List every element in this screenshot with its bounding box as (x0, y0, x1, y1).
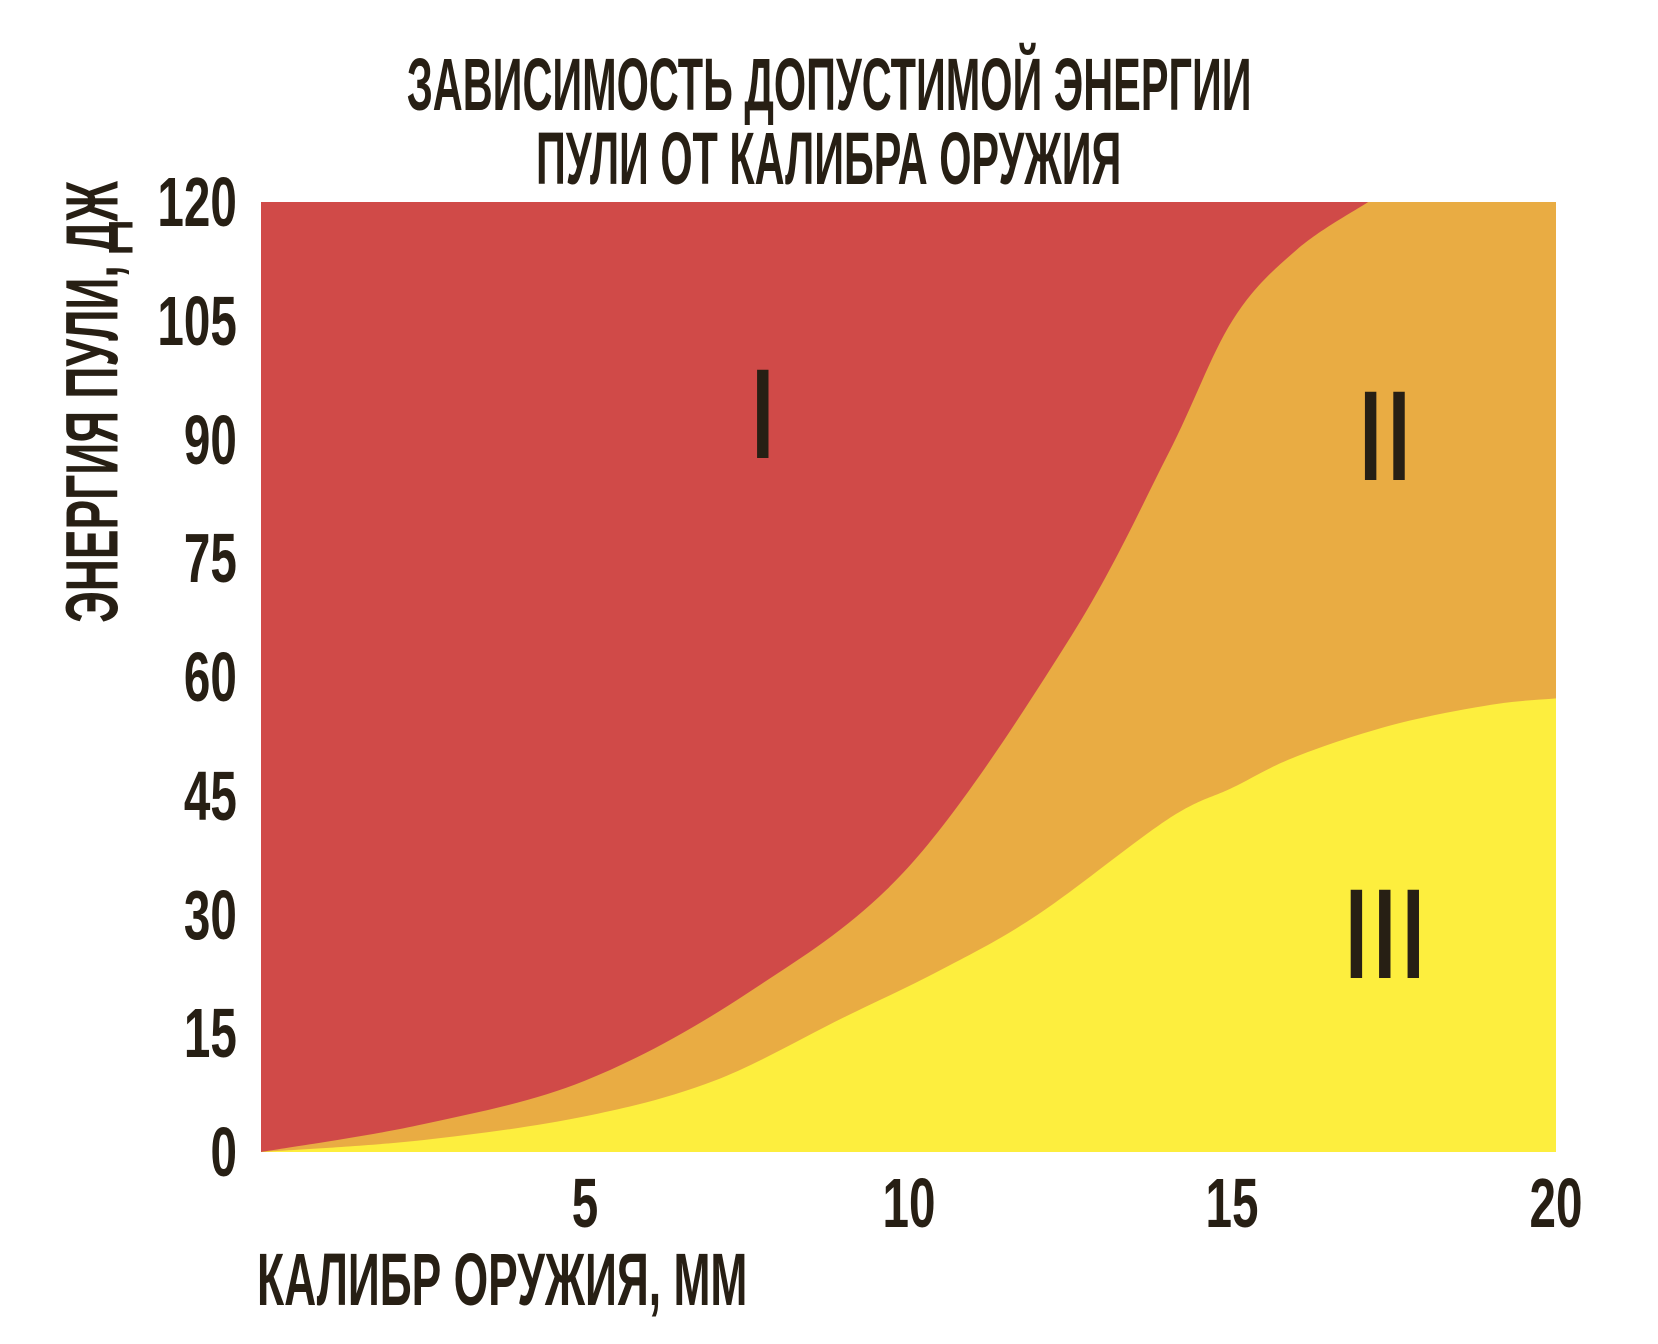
y-tick-label: 90 (184, 400, 237, 479)
region-III-area (261, 698, 1556, 1152)
y-tick-label: 15 (184, 994, 237, 1073)
chart-title-line1: ЗАВИСИМОСТЬ ДОПУСТИМОЙ ЭНЕРГИИ (406, 43, 1252, 126)
y-axis-title: ЭНЕРГИЯ ПУЛИ, ДЖ (50, 181, 134, 623)
plot-area (261, 202, 1556, 1152)
chart-title-line2: ПУЛИ ОТ КАЛИБРА ОРУЖИЯ (536, 117, 1122, 200)
y-tick-label: 0 (210, 1113, 237, 1191)
region-label-III: III (1345, 863, 1431, 1007)
y-tick-label: 30 (184, 875, 237, 954)
chart-title-row2: ПУЛИ ОТ КАЛИБРА ОРУЖИЯ (0, 122, 1658, 196)
x-tick-label: 5 (571, 1164, 598, 1242)
y-tick-label: 75 (184, 519, 237, 598)
y-tick-label: 45 (184, 756, 237, 835)
region-label-II: II (1359, 365, 1417, 509)
chart-title: ЗАВИСИМОСТЬ ДОПУСТИМОЙ ЭНЕРГИИ ПУЛИ ОТ К… (0, 48, 1658, 196)
x-tick-label: 20 (1529, 1164, 1583, 1242)
x-tick-label: 15 (1205, 1164, 1259, 1242)
region-label-I: I (751, 342, 781, 486)
chart-title-row1: ЗАВИСИМОСТЬ ДОПУСТИМОЙ ЭНЕРГИИ (0, 48, 1658, 122)
x-tick-label: 10 (882, 1164, 935, 1242)
x-axis-title: КАЛИБР ОРУЖИЯ, ММ (257, 1238, 748, 1321)
y-tick-label: 60 (184, 638, 237, 716)
y-tick-label: 120 (157, 163, 237, 241)
y-tick-label: 105 (157, 281, 237, 360)
